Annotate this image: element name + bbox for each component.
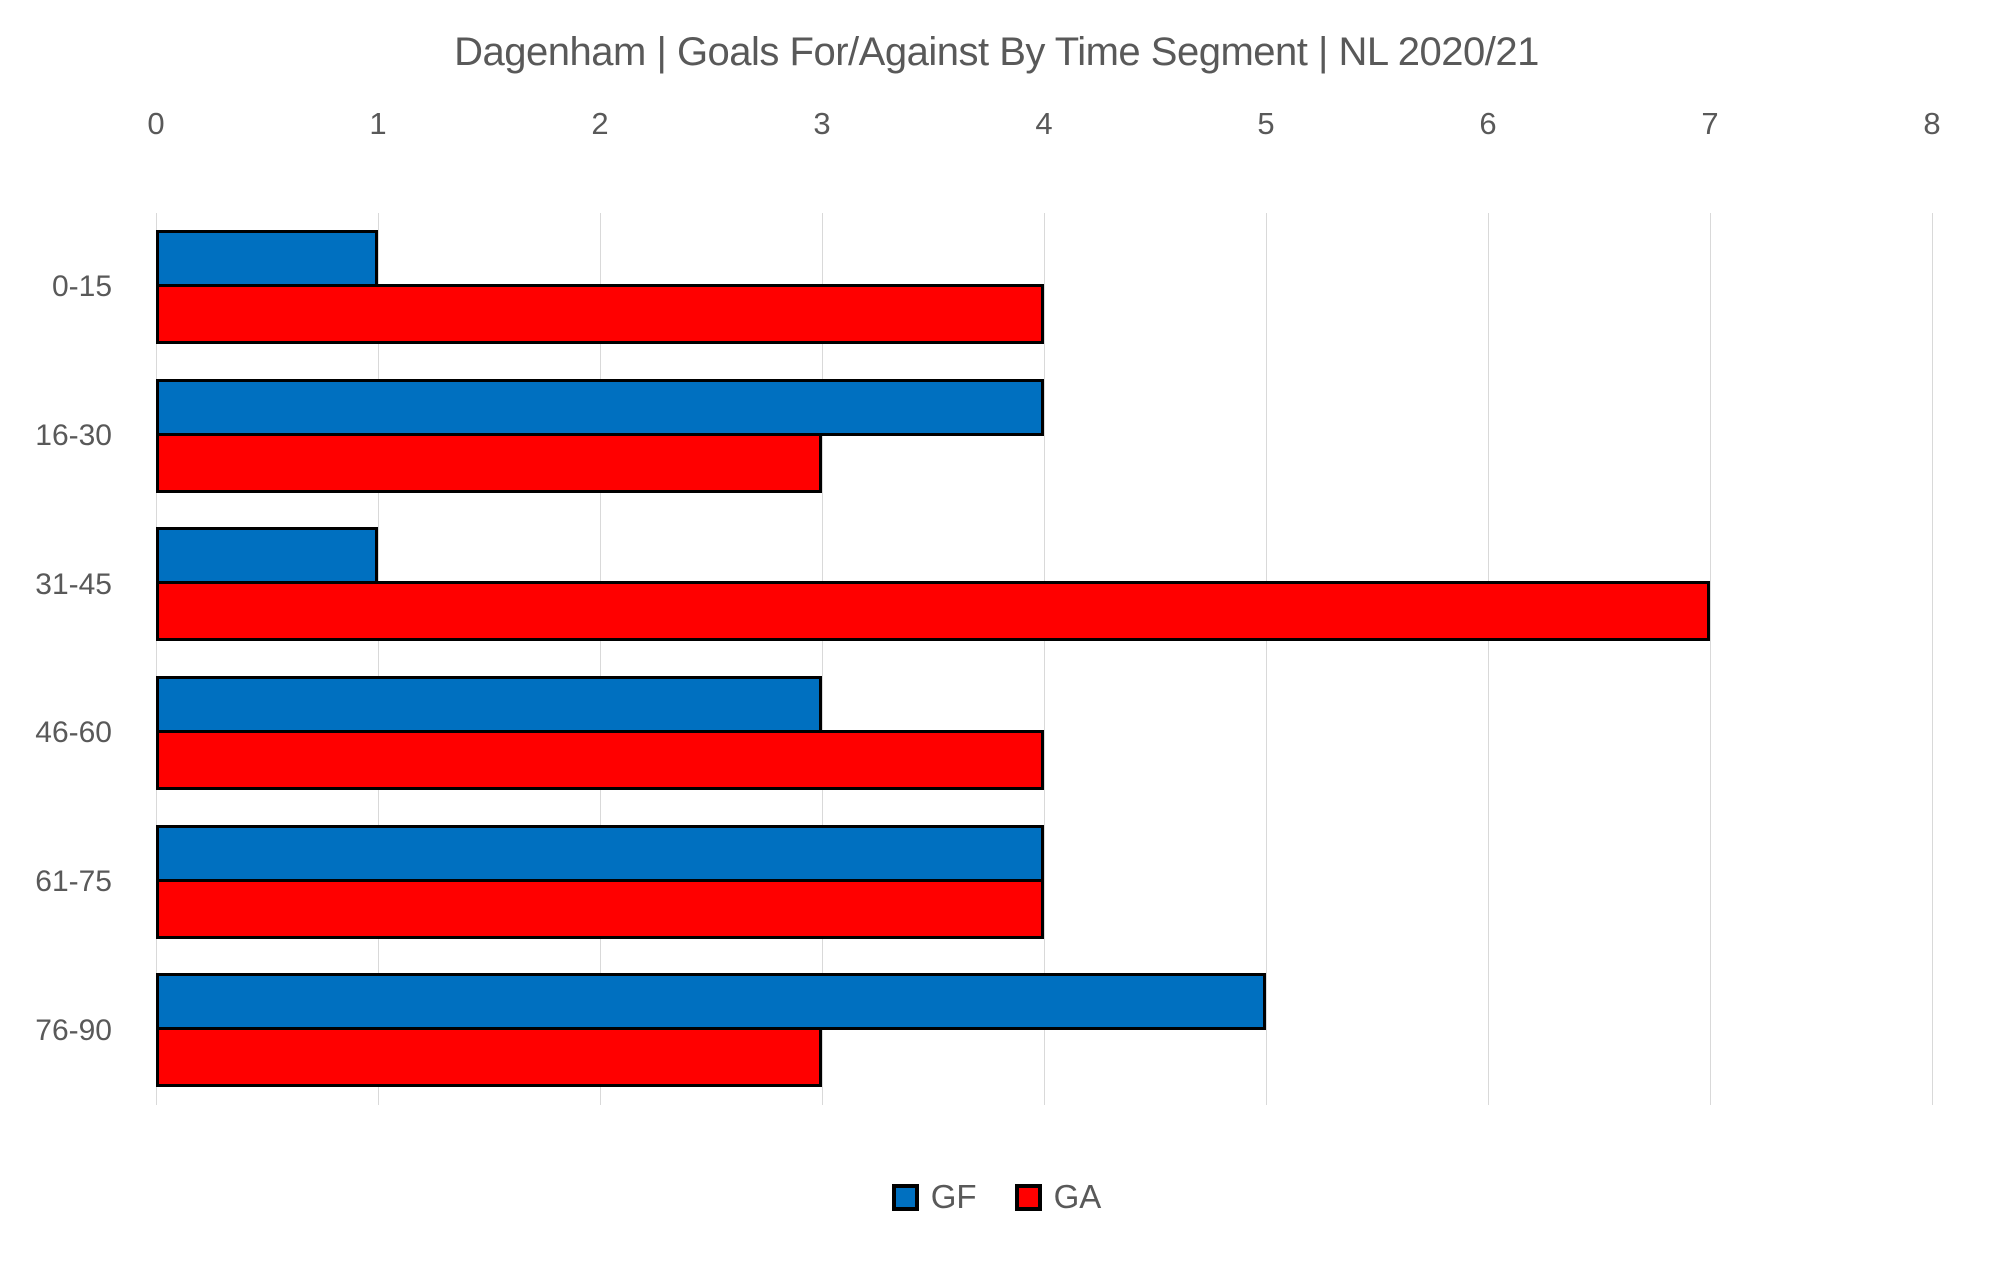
bar-ga-61-75 bbox=[156, 878, 1044, 939]
x-axis-tick-label: 1 bbox=[369, 106, 387, 141]
bar-gf-0-15 bbox=[156, 230, 378, 287]
gridline bbox=[1044, 213, 1045, 1105]
x-axis-tick-label: 2 bbox=[591, 106, 609, 141]
gridline bbox=[1710, 213, 1711, 1105]
gridline bbox=[156, 213, 157, 1105]
bar-gf-76-90 bbox=[156, 973, 1266, 1031]
legend-item-ga: GA bbox=[1014, 1178, 1102, 1216]
x-axis-tick-label: 0 bbox=[147, 106, 165, 141]
gridline bbox=[1932, 213, 1933, 1105]
legend-swatch-ga-icon bbox=[1014, 1183, 1042, 1211]
legend-label-gf: GF bbox=[930, 1178, 977, 1215]
y-axis-category-label: 61-75 bbox=[35, 865, 112, 898]
bar-gf-46-60 bbox=[156, 676, 822, 733]
bar-group-31-45 bbox=[156, 510, 1932, 659]
bar-ga-46-60 bbox=[156, 730, 1044, 790]
x-axis-tick-label: 8 bbox=[1923, 106, 1941, 141]
gridline bbox=[1266, 213, 1267, 1105]
x-axis-tick-label: 7 bbox=[1701, 106, 1719, 141]
bar-group-0-15 bbox=[156, 213, 1932, 362]
x-axis-tick-label: 5 bbox=[1257, 106, 1275, 141]
bar-group-61-75 bbox=[156, 808, 1932, 957]
bar-group-76-90 bbox=[156, 956, 1932, 1105]
legend-swatch-gf-icon bbox=[891, 1183, 919, 1211]
chart-title: Dagenham | Goals For/Against By Time Seg… bbox=[454, 30, 1539, 74]
gridline bbox=[822, 213, 823, 1105]
bar-group-46-60 bbox=[156, 659, 1932, 808]
y-axis-category-label: 31-45 bbox=[35, 567, 112, 601]
gridline bbox=[378, 213, 379, 1105]
bar-gf-16-30 bbox=[156, 378, 1044, 436]
bar-ga-0-15 bbox=[156, 284, 1044, 344]
bar-gf-31-45 bbox=[156, 527, 378, 585]
bar-ga-31-45 bbox=[156, 581, 1710, 642]
x-axis-tick-label: 4 bbox=[1035, 106, 1053, 141]
legend-label-ga: GA bbox=[1053, 1178, 1102, 1215]
y-axis: 0-15 16-30 31-45 46-60 61-75 76-90 bbox=[0, 213, 112, 1105]
gridline bbox=[600, 213, 601, 1105]
gridline bbox=[1488, 213, 1489, 1105]
x-axis: 0 1 2 3 4 5 6 7 8 bbox=[147, 106, 1940, 150]
plot-area bbox=[156, 213, 1933, 1105]
x-axis-tick-label: 6 bbox=[1479, 106, 1497, 141]
bar-group-16-30 bbox=[156, 362, 1932, 511]
y-axis-category-label: 46-60 bbox=[35, 716, 112, 750]
bar-ga-16-30 bbox=[156, 432, 822, 493]
x-axis-tick-label: 3 bbox=[813, 106, 831, 141]
bar-ga-76-90 bbox=[156, 1027, 822, 1088]
bar-gf-61-75 bbox=[156, 824, 1044, 882]
legend: GF GA bbox=[0, 1178, 1993, 1216]
y-axis-category-label: 0-15 bbox=[51, 270, 112, 304]
legend-item-gf: GF bbox=[891, 1178, 977, 1216]
y-axis-category-label: 16-30 bbox=[35, 419, 112, 452]
y-axis-category-label: 76-90 bbox=[35, 1013, 112, 1047]
